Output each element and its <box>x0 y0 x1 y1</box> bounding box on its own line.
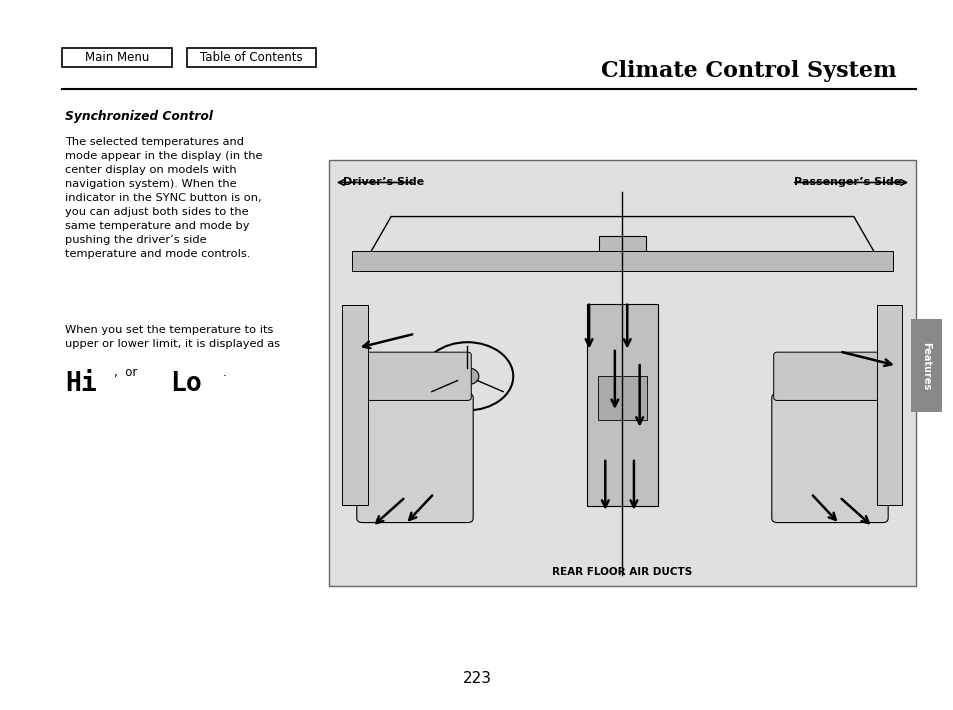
Text: Main Menu: Main Menu <box>85 51 149 64</box>
Text: REAR FLOOR AIR DUCTS: REAR FLOOR AIR DUCTS <box>552 567 692 577</box>
Text: Hi: Hi <box>65 371 96 398</box>
Circle shape <box>456 368 478 385</box>
Text: When you set the temperature to its
upper or lower limit, it is displayed as: When you set the temperature to its uppe… <box>65 325 279 349</box>
FancyBboxPatch shape <box>62 48 172 67</box>
FancyBboxPatch shape <box>773 352 885 400</box>
Text: The selected temperatures and
mode appear in the display (in the
center display : The selected temperatures and mode appea… <box>65 137 262 259</box>
FancyBboxPatch shape <box>876 305 902 505</box>
FancyBboxPatch shape <box>356 393 473 523</box>
FancyBboxPatch shape <box>187 48 315 67</box>
Text: 223: 223 <box>462 670 491 686</box>
Text: .: . <box>222 366 226 378</box>
FancyBboxPatch shape <box>771 393 887 523</box>
Text: Climate Control System: Climate Control System <box>600 60 896 82</box>
FancyBboxPatch shape <box>910 320 941 412</box>
Text: Table of Contents: Table of Contents <box>200 51 302 64</box>
FancyBboxPatch shape <box>329 160 915 586</box>
FancyBboxPatch shape <box>352 251 892 271</box>
FancyBboxPatch shape <box>342 305 368 505</box>
FancyBboxPatch shape <box>597 376 646 420</box>
Text: Synchronized Control: Synchronized Control <box>65 110 213 123</box>
FancyBboxPatch shape <box>586 304 657 506</box>
Text: Driver’s Side: Driver’s Side <box>343 178 424 187</box>
Text: Features: Features <box>921 342 930 390</box>
Text: Passenger’s Side: Passenger’s Side <box>794 178 901 187</box>
FancyBboxPatch shape <box>358 352 471 400</box>
FancyBboxPatch shape <box>598 236 645 253</box>
Text: Lo: Lo <box>170 371 201 398</box>
Text: ,  or: , or <box>114 366 138 378</box>
